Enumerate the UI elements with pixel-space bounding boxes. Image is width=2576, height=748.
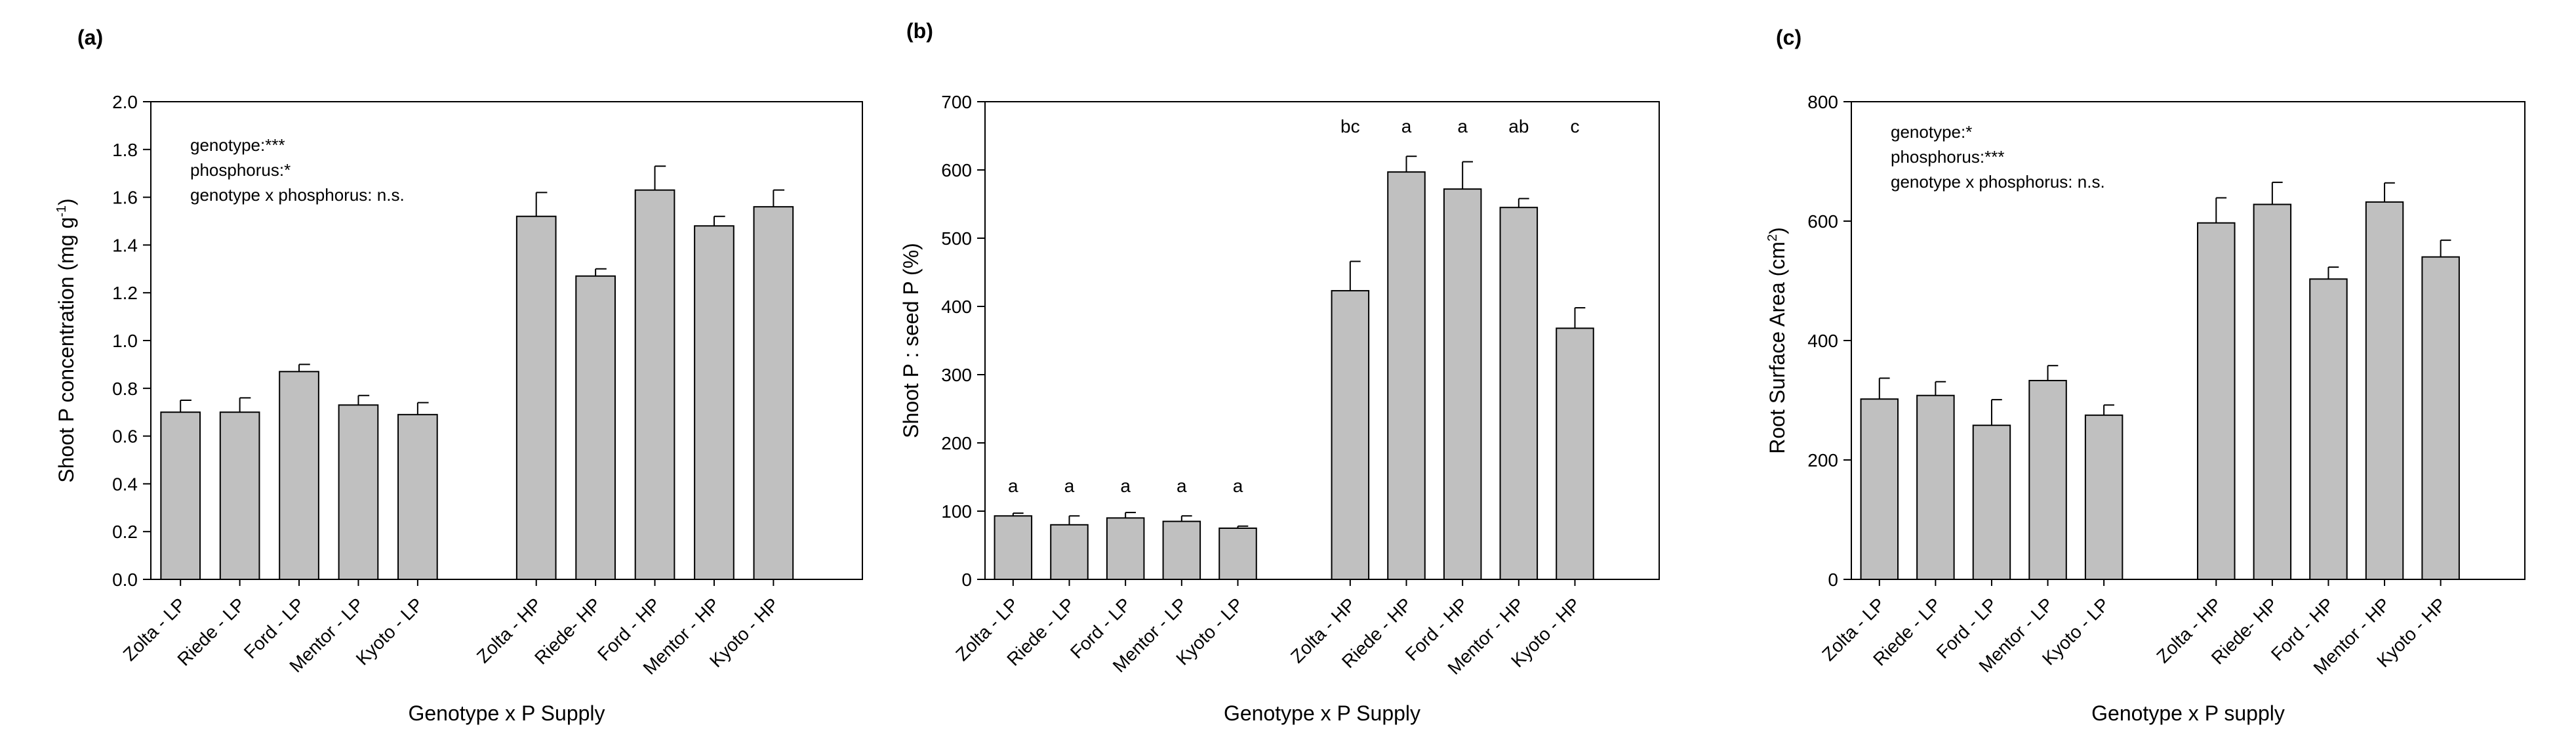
stats-annotation: genotype x phosphorus: n.s. — [190, 185, 405, 205]
y-tick-label: 0.6 — [112, 426, 138, 447]
y-tick-label: 1.2 — [112, 283, 138, 303]
stats-annotation: genotype x phosphorus: n.s. — [1891, 172, 2105, 192]
y-tick-label: 800 — [1807, 92, 1838, 112]
y-tick-label: 300 — [941, 365, 972, 385]
bar — [1162, 520, 1201, 580]
significance-letter: a — [1457, 116, 1468, 136]
x-axis-title: Genotype x P supply — [2091, 701, 2285, 725]
bar — [634, 189, 675, 580]
y-axis-title-main: Root Surface Area (cm — [1765, 241, 1789, 454]
y-tick-label: 200 — [941, 433, 972, 453]
bar — [2253, 203, 2292, 580]
y-tick-label: 1.8 — [112, 140, 138, 160]
bar — [994, 515, 1033, 581]
bar — [219, 411, 260, 581]
significance-letter: a — [1233, 476, 1243, 496]
significance-letter: ab — [1508, 116, 1529, 136]
y-tick-label: 0.8 — [112, 379, 138, 399]
y-axis-title-suffix: ) — [54, 198, 78, 205]
bar — [515, 215, 557, 581]
stats-annotation: phosphorus:* — [190, 160, 291, 180]
y-tick-label: 200 — [1807, 450, 1838, 470]
y-tick-label: 600 — [941, 160, 972, 180]
y-tick-label: 1.6 — [112, 188, 138, 208]
y-tick-label: 0.4 — [112, 474, 138, 494]
bar — [1387, 171, 1426, 580]
plot-frame — [984, 101, 1660, 580]
y-tick-label: 600 — [1807, 211, 1838, 232]
y-axis-title: Shoot P : seed P (%) — [899, 243, 923, 438]
y-tick-label: 500 — [941, 228, 972, 249]
significance-letter: c — [1571, 116, 1580, 136]
bar — [1499, 207, 1539, 580]
y-tick-label: 2.0 — [112, 92, 138, 112]
y-tick-label: 400 — [1807, 331, 1838, 351]
significance-letter: a — [1177, 476, 1187, 496]
bar — [1556, 327, 1594, 580]
bar — [1106, 517, 1145, 581]
bar — [1443, 188, 1482, 580]
bar — [1218, 528, 1257, 580]
bar — [2028, 379, 2067, 580]
bar — [694, 225, 735, 580]
y-tick-label: 1.0 — [112, 331, 138, 351]
bar — [753, 206, 794, 581]
y-tick-label: 0 — [961, 570, 972, 590]
bar — [338, 404, 379, 581]
stats-annotation: genotype:* — [1891, 122, 1972, 142]
bar — [2309, 278, 2348, 580]
bar — [397, 413, 438, 581]
bar — [2084, 414, 2123, 580]
bar — [2421, 256, 2460, 580]
y-tick-label: 100 — [941, 501, 972, 522]
y-tick-label: 0.2 — [112, 522, 138, 542]
bar — [2365, 201, 2404, 580]
significance-letter: a — [1008, 476, 1018, 496]
bar — [279, 371, 319, 580]
panel-label: (b) — [906, 19, 933, 43]
panel-label: (c) — [1776, 26, 1801, 49]
y-axis-title-superscript: 2 — [1765, 234, 1780, 241]
significance-letter: bc — [1340, 116, 1360, 136]
y-tick-label: 0.0 — [112, 570, 138, 590]
bar — [575, 275, 616, 580]
bar — [1860, 398, 1899, 580]
bar — [2197, 222, 2236, 581]
y-tick-label: 700 — [941, 92, 972, 112]
bar — [1050, 524, 1089, 580]
significance-letter: a — [1401, 116, 1412, 136]
y-axis-title: Shoot P concentration (mg g-1) — [54, 198, 78, 482]
stats-annotation: phosphorus:*** — [1891, 147, 2004, 167]
chart-panel-1: (a)0.00.20.40.60.81.01.21.41.61.82.0Zolt… — [54, 26, 863, 725]
y-axis-title: Root Surface Area (cm2) — [1765, 227, 1789, 453]
panel-label: (a) — [77, 26, 103, 49]
bar — [1916, 394, 1955, 580]
x-axis-title: Genotype x P Supply — [1224, 701, 1420, 725]
stats-annotation: genotype:*** — [190, 135, 285, 155]
y-axis-title-superscript: -1 — [54, 205, 69, 217]
x-axis-title: Genotype x P Supply — [408, 701, 605, 725]
y-axis-title-main: Shoot P concentration (mg g — [54, 217, 78, 483]
bar — [1972, 425, 2011, 580]
y-axis-title-suffix: ) — [1765, 227, 1789, 234]
significance-letter: a — [1120, 476, 1131, 496]
bar — [1331, 290, 1370, 580]
y-tick-label: 1.4 — [112, 235, 138, 255]
y-axis-title-main: Shoot P : seed P (%) — [899, 243, 923, 438]
y-tick-label: 400 — [941, 297, 972, 317]
significance-letter: a — [1064, 476, 1075, 496]
y-tick-label: 0 — [1828, 570, 1838, 590]
bar — [160, 411, 201, 581]
